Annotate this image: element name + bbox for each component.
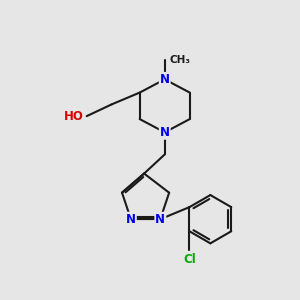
Text: N: N — [126, 213, 136, 226]
Text: CH₃: CH₃ — [169, 55, 190, 65]
Text: HO: HO — [64, 110, 84, 123]
Text: N: N — [155, 213, 165, 226]
Text: Cl: Cl — [183, 253, 196, 266]
Text: N: N — [160, 126, 170, 139]
Text: N: N — [160, 73, 170, 86]
